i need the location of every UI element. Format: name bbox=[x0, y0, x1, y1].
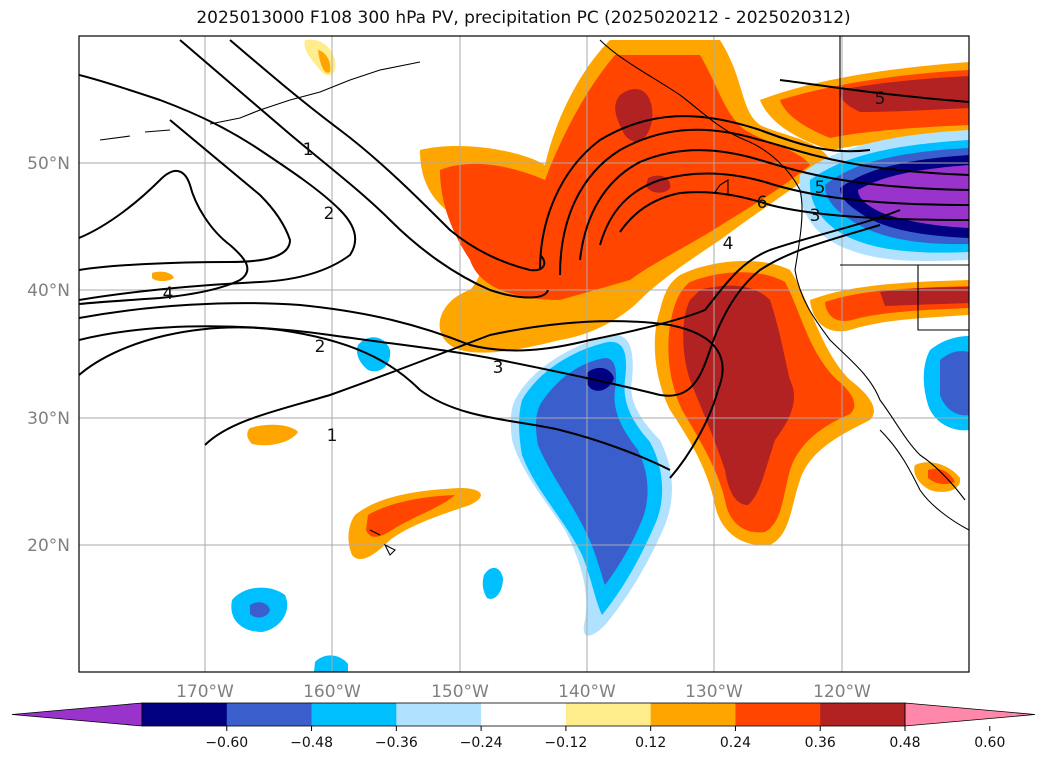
lat-label-30n: 30°N bbox=[27, 409, 70, 429]
lat-label-50n: 50°N bbox=[27, 154, 70, 174]
pv-contour-label: 6 bbox=[757, 193, 768, 213]
colorbar-cell bbox=[735, 703, 821, 726]
precip-positive-region bbox=[318, 50, 331, 73]
colorbar: −0.60 −0.48 −0.36 −0.24 −0.12 0.12 0.24 0.36 0.4… bbox=[11, 702, 1036, 751]
colorbar-extend-max bbox=[904, 702, 1036, 727]
pv-contour-label: 4 bbox=[163, 284, 174, 304]
colorbar-tick-label: −0.60 bbox=[205, 735, 248, 751]
precip-positive-region bbox=[348, 488, 481, 560]
pv-contour-label: 2 bbox=[315, 337, 326, 357]
lat-label-20n: 20°N bbox=[27, 536, 70, 556]
precip-negative-region bbox=[535, 358, 648, 585]
colorbar-tick-label: −0.12 bbox=[544, 735, 587, 751]
graticule bbox=[79, 36, 969, 672]
colorbar-tick-label: −0.48 bbox=[290, 735, 333, 751]
colorbar-extend-min bbox=[11, 702, 143, 727]
lon-label-150w: 150°W bbox=[431, 682, 489, 702]
precip-fill-layer bbox=[152, 39, 969, 672]
colorbar-tick-label: 0.24 bbox=[720, 735, 751, 751]
pv-contour-labels: 1 2 3 4 5 6 1 2 3 4 5 bbox=[163, 89, 886, 446]
colorbar-tick-label: −0.36 bbox=[375, 735, 418, 751]
pv-contour-label: 3 bbox=[810, 206, 821, 226]
precip-negative-region bbox=[250, 602, 270, 618]
map-title: 2025013000 F108 300 hPa PV, precipitatio… bbox=[196, 8, 851, 28]
precip-positive-region bbox=[247, 424, 298, 446]
colorbar-tick-label: 0.12 bbox=[635, 735, 666, 751]
lon-label-120w: 120°W bbox=[813, 682, 871, 702]
lon-label-160w: 160°W bbox=[303, 682, 361, 702]
colorbar-cell bbox=[565, 703, 652, 726]
precip-positive-region bbox=[152, 271, 174, 281]
colorbar-frame bbox=[141, 702, 906, 727]
colorbar-cell bbox=[820, 703, 906, 726]
colorbar-cell bbox=[142, 703, 228, 726]
pv-contour-label: 1 bbox=[327, 426, 338, 446]
precip-negative-region bbox=[585, 367, 614, 391]
pv-contour-label: 5 bbox=[875, 89, 886, 109]
lat-label-40n: 40°N bbox=[27, 281, 70, 301]
latitude-labels: 50°N 40°N 30°N 20°N bbox=[27, 154, 70, 556]
pv-contour-label: 3 bbox=[493, 358, 504, 378]
colorbar-tick-label: 0.60 bbox=[974, 735, 1005, 751]
colorbar-tick-label: 0.48 bbox=[889, 735, 920, 751]
pv-contour-label: 5 bbox=[815, 178, 826, 198]
precip-negative-region bbox=[858, 165, 969, 228]
pv-contour-label: 1 bbox=[303, 140, 314, 160]
precip-negative-region bbox=[482, 567, 503, 599]
colorbar-cell bbox=[396, 703, 482, 726]
colorbar-tick-label: −0.24 bbox=[460, 735, 503, 751]
pv-contour-label: 2 bbox=[324, 204, 335, 224]
precip-negative-region bbox=[356, 337, 391, 372]
plot-frame bbox=[78, 35, 970, 673]
precip-negative-region bbox=[940, 350, 969, 416]
colorbar-tick-label: 0.36 bbox=[805, 735, 836, 751]
lon-label-130w: 130°W bbox=[685, 682, 743, 702]
colorbar-cell bbox=[311, 703, 397, 726]
precip-positive-region bbox=[880, 287, 969, 306]
longitude-labels: 170°W 160°W 150°W 140°W 130°W 120°W bbox=[176, 682, 871, 702]
pv-contours bbox=[79, 39, 969, 479]
lon-label-140w: 140°W bbox=[558, 682, 616, 702]
colorbar-cell bbox=[226, 703, 313, 726]
lon-label-170w: 170°W bbox=[176, 682, 234, 702]
colorbar-cell bbox=[481, 703, 567, 726]
precip-positive-region bbox=[683, 285, 795, 505]
precip-positive-region bbox=[366, 495, 455, 537]
pv-contour-label: 4 bbox=[723, 234, 734, 254]
coastlines bbox=[99, 36, 969, 556]
precip-positive-region bbox=[440, 55, 810, 300]
precip-positive-region bbox=[839, 76, 969, 112]
colorbar-cell bbox=[650, 703, 736, 726]
precip-negative-region bbox=[314, 655, 348, 672]
